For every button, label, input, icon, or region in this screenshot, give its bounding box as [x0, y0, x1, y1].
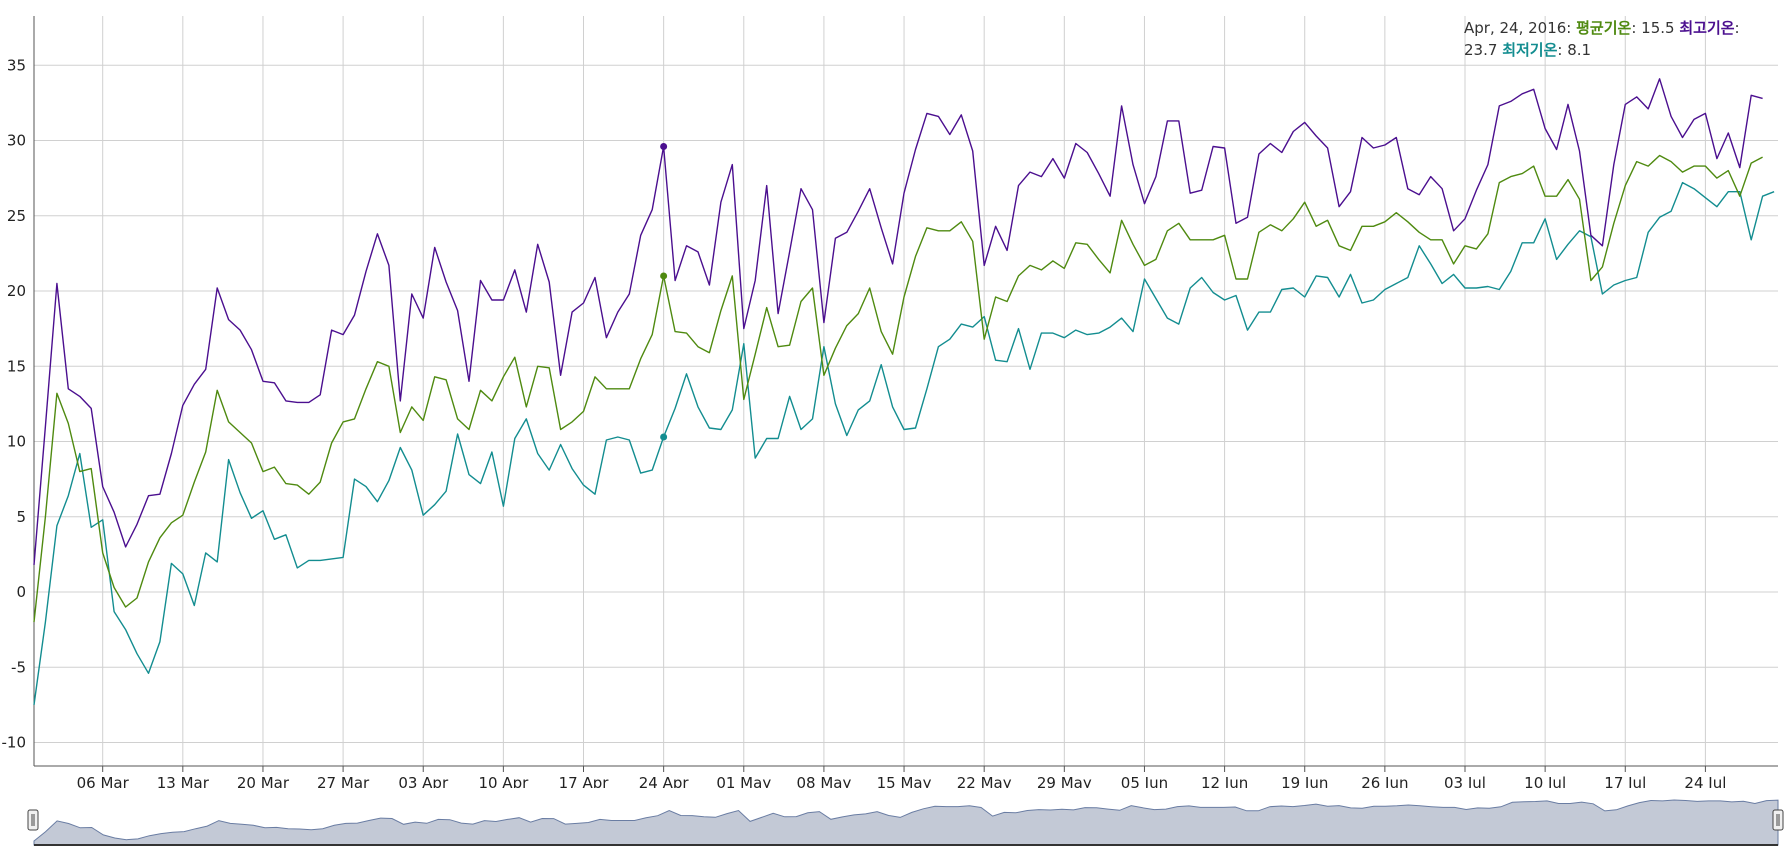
y-tick-label: 0: [16, 583, 26, 601]
x-tick-label: 08 May: [796, 774, 851, 792]
x-tick-label: 10 Jul: [1524, 774, 1566, 792]
legend-label-min-temp: 최저기온: [1502, 41, 1558, 59]
series-lines: [33, 78, 1775, 705]
y-tick-label: 20: [7, 282, 26, 300]
y-axis-tick-labels: 35 30 25 20 15 10 5 0 ‑5 ‑10: [2, 56, 27, 751]
highlight-point: [660, 272, 668, 280]
x-tick-label: 15 May: [877, 774, 932, 792]
x-tick-label: 10 Apr: [478, 774, 529, 792]
highlight-markers: [660, 143, 668, 441]
x-axis-tick-labels: 06 Mar 13 Mar 20 Mar 27 Mar 03 Apr 10 Apr 17 A…: [77, 766, 1726, 792]
x-tick-label: 03 Apr: [398, 774, 449, 792]
navigator-left-handle[interactable]: [27, 809, 39, 831]
x-tick-label: 12 Jun: [1201, 774, 1248, 792]
legend-value-min-temp: 8.1: [1567, 41, 1592, 59]
x-tick-label: 29 May: [1037, 774, 1092, 792]
legend-label-avg-temp: 평균기온: [1576, 19, 1632, 37]
legend-label-max-temp: 최고기온: [1679, 19, 1735, 37]
navigator-area: [33, 799, 1779, 846]
y-tick-label: ‑10: [2, 734, 27, 752]
y-tick-label: ‑5: [11, 658, 26, 676]
x-tick-label: 24 Jul: [1684, 774, 1726, 792]
x-tick-label: 03 Jul: [1444, 774, 1486, 792]
legend-value-max-temp: 23.7: [1464, 41, 1498, 59]
legend-value-avg-temp: 15.5: [1641, 19, 1675, 37]
y-tick-label: 15: [7, 357, 26, 375]
x-tick-label: 01 May: [716, 774, 771, 792]
x-tick-label: 24 Apr: [639, 774, 690, 792]
series-line: [33, 78, 1763, 565]
range-navigator[interactable]: [27, 788, 1784, 846]
y-tick-label: 5: [16, 508, 26, 526]
x-tick-label: 17 Jul: [1604, 774, 1646, 792]
chart-legend: Apr, 24, 2016: 평균기온: 15.5 최고기온: 23.7 최저기…: [1464, 19, 1740, 59]
x-tick-label: 13 Mar: [157, 774, 210, 792]
series-line: [33, 181, 1775, 705]
y-tick-label: 30: [7, 132, 26, 150]
x-tick-label: 17 Apr: [559, 774, 610, 792]
gridlines: [34, 16, 1778, 766]
series-line: [33, 154, 1763, 623]
y-tick-label: 35: [7, 56, 26, 74]
x-tick-label: 20 Mar: [237, 774, 290, 792]
legend-date: Apr, 24, 2016: [1464, 19, 1567, 37]
highlight-point: [660, 143, 668, 151]
highlight-point: [660, 433, 668, 441]
navigator-right-handle[interactable]: [1772, 809, 1784, 831]
x-tick-label: 05 Jun: [1121, 774, 1168, 792]
x-tick-label: 06 Mar: [77, 774, 130, 792]
x-tick-label: 27 Mar: [317, 774, 370, 792]
x-tick-label: 22 May: [957, 774, 1012, 792]
y-tick-label: 25: [7, 207, 26, 225]
y-tick-label: 10: [7, 433, 26, 451]
x-tick-label: 26 Jun: [1361, 774, 1408, 792]
x-tick-label: 19 Jun: [1281, 774, 1328, 792]
